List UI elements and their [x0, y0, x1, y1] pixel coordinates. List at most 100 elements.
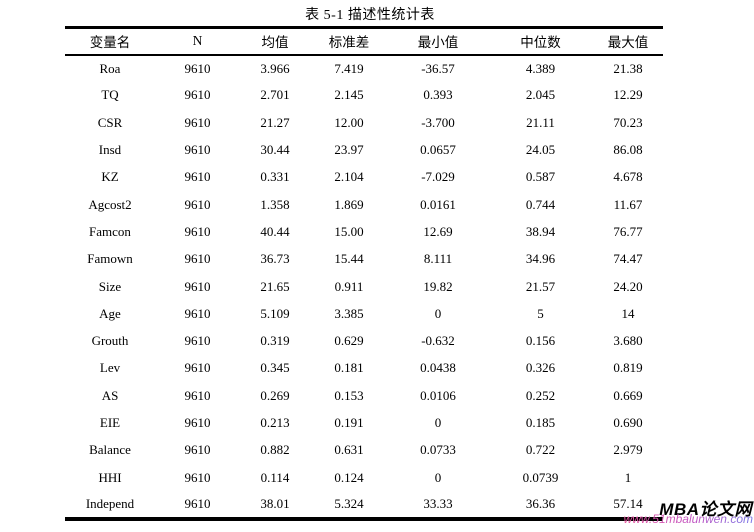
- value-cell: -36.57: [421, 60, 455, 76]
- value-cell: 0.629: [334, 333, 364, 349]
- value-cell: 9610: [184, 142, 211, 158]
- variable-name-cell: AS: [101, 387, 119, 403]
- value-cell: 2.145: [334, 87, 364, 103]
- value-cell: 0: [434, 469, 442, 485]
- value-cell: 14: [621, 305, 635, 321]
- value-cell: 9610: [184, 196, 211, 212]
- value-cell: 15.44: [334, 251, 364, 267]
- value-cell: 0.252: [525, 387, 556, 403]
- value-cell: 0.326: [525, 360, 556, 376]
- value-cell: 0.319: [260, 333, 290, 349]
- variable-name-cell: Size: [98, 278, 122, 294]
- value-cell: 0.114: [260, 469, 290, 485]
- column-header-3: 标准差: [328, 35, 370, 51]
- table-row: AS 9610 0.269 0.153 0.0106 0.252 0.669: [65, 382, 663, 409]
- value-cell: 0.0438: [420, 360, 456, 376]
- value-cell: 12.69: [423, 223, 453, 239]
- value-cell: 12.00: [334, 114, 364, 130]
- value-cell: 9610: [184, 442, 211, 458]
- value-cell: 0.124: [334, 469, 364, 485]
- table-row: HHI 9610 0.114 0.124 0 0.0739 1: [65, 464, 663, 491]
- value-cell: 7.419: [334, 60, 364, 76]
- value-cell: 1.869: [334, 196, 364, 212]
- value-cell: 9610: [184, 415, 211, 430]
- value-cell: 9610: [184, 87, 211, 103]
- table-row: EIE 9610 0.213 0.191 0 0.185 0.690: [65, 409, 663, 436]
- variable-name-cell: HHI: [98, 469, 122, 485]
- value-cell: 0.185: [525, 415, 556, 430]
- value-cell: 9610: [184, 169, 211, 185]
- column-header-6: 最大值: [607, 35, 649, 51]
- table-row: Roa 9610 3.966 7.419 -36.57 4.389 21.38: [65, 55, 663, 82]
- value-cell: 0.690: [613, 415, 643, 430]
- value-cell: 0.345: [260, 360, 290, 376]
- variable-name-cell: TQ: [101, 87, 119, 103]
- variable-name-cell: Independ: [85, 495, 135, 511]
- table-row: KZ 9610 0.331 2.104 -7.029 0.587 4.678: [65, 164, 663, 191]
- value-cell: 0.213: [260, 415, 290, 430]
- value-cell: 0.587: [525, 169, 556, 185]
- value-cell: -0.632: [421, 333, 455, 349]
- variable-name-cell: Insd: [98, 142, 122, 158]
- value-cell: 0.882: [260, 442, 290, 458]
- value-cell: 8.111: [423, 251, 453, 267]
- value-cell: 30.44: [260, 142, 290, 158]
- value-cell: 11.67: [613, 196, 643, 212]
- value-cell: 9610: [184, 469, 211, 485]
- value-cell: 0.0657: [420, 142, 456, 158]
- value-cell: 33.33: [423, 495, 453, 511]
- value-cell: 24.20: [613, 278, 643, 294]
- table-row: CSR 9610 21.27 12.00 -3.700 21.11 70.23: [65, 109, 663, 136]
- variable-name-cell: CSR: [97, 114, 123, 130]
- value-cell: 2.104: [334, 169, 364, 185]
- value-cell: 0.393: [423, 87, 453, 103]
- value-cell: 0.331: [260, 169, 290, 185]
- value-cell: 24.05: [525, 142, 556, 158]
- value-cell: 0.911: [334, 278, 364, 294]
- value-cell: 9610: [184, 60, 211, 76]
- column-header-2: 均值: [261, 35, 289, 51]
- value-cell: 9610: [184, 114, 211, 130]
- value-cell: 12.29: [613, 87, 643, 103]
- variable-name-cell: KZ: [101, 169, 119, 185]
- value-cell: 38.01: [260, 495, 290, 511]
- value-cell: 9610: [184, 223, 211, 239]
- table-header: 变量名 N 均值 标准差 最小值 中位数 最大值: [65, 28, 663, 55]
- variable-name-cell: Roa: [99, 60, 121, 76]
- value-cell: 3.966: [260, 60, 290, 76]
- value-cell: 5.109: [260, 305, 290, 321]
- value-cell: 0.0739: [522, 469, 559, 485]
- value-cell: 0.153: [334, 387, 364, 403]
- value-cell: 1.358: [260, 196, 290, 212]
- table-row: Insd 9610 30.44 23.97 0.0657 24.05 86.08: [65, 136, 663, 163]
- watermark-url: www.51mbalunwen.com: [623, 512, 753, 526]
- value-cell: 21.65: [260, 278, 290, 294]
- value-cell: 4.678: [613, 169, 643, 185]
- table-header-row: 变量名 N 均值 标准差 最小值 中位数 最大值: [65, 28, 663, 55]
- value-cell: 5.324: [334, 495, 364, 511]
- table-row: Lev 9610 0.345 0.181 0.0438 0.326 0.819: [65, 355, 663, 382]
- value-cell: 3.680: [613, 333, 643, 349]
- value-cell: 1: [624, 469, 632, 485]
- value-cell: 0.631: [334, 442, 364, 458]
- value-cell: 74.47: [613, 251, 643, 267]
- value-cell: 0.722: [525, 442, 556, 458]
- value-cell: 34.96: [525, 251, 556, 267]
- value-cell: 9610: [184, 495, 211, 511]
- column-header-5: 中位数: [520, 35, 561, 51]
- table-row: Size 9610 21.65 0.911 19.82 21.57 24.20: [65, 273, 663, 300]
- value-cell: 9610: [184, 305, 211, 321]
- variable-name-cell: Agcost2: [88, 196, 132, 212]
- value-cell: 2.701: [260, 87, 290, 103]
- variable-name-cell: Age: [99, 305, 121, 321]
- value-cell: 38.94: [525, 223, 556, 239]
- value-cell: 0.181: [334, 360, 364, 376]
- value-cell: 9610: [184, 360, 211, 376]
- value-cell: 21.38: [613, 60, 643, 76]
- table-row: Famown 9610 36.73 15.44 8.111 34.96 74.47: [65, 246, 663, 273]
- variable-name-cell: Balance: [89, 442, 131, 458]
- value-cell: 0.819: [613, 360, 643, 376]
- table-row: Age 9610 5.109 3.385 0 5 14: [65, 300, 663, 327]
- value-cell: 19.82: [423, 278, 453, 294]
